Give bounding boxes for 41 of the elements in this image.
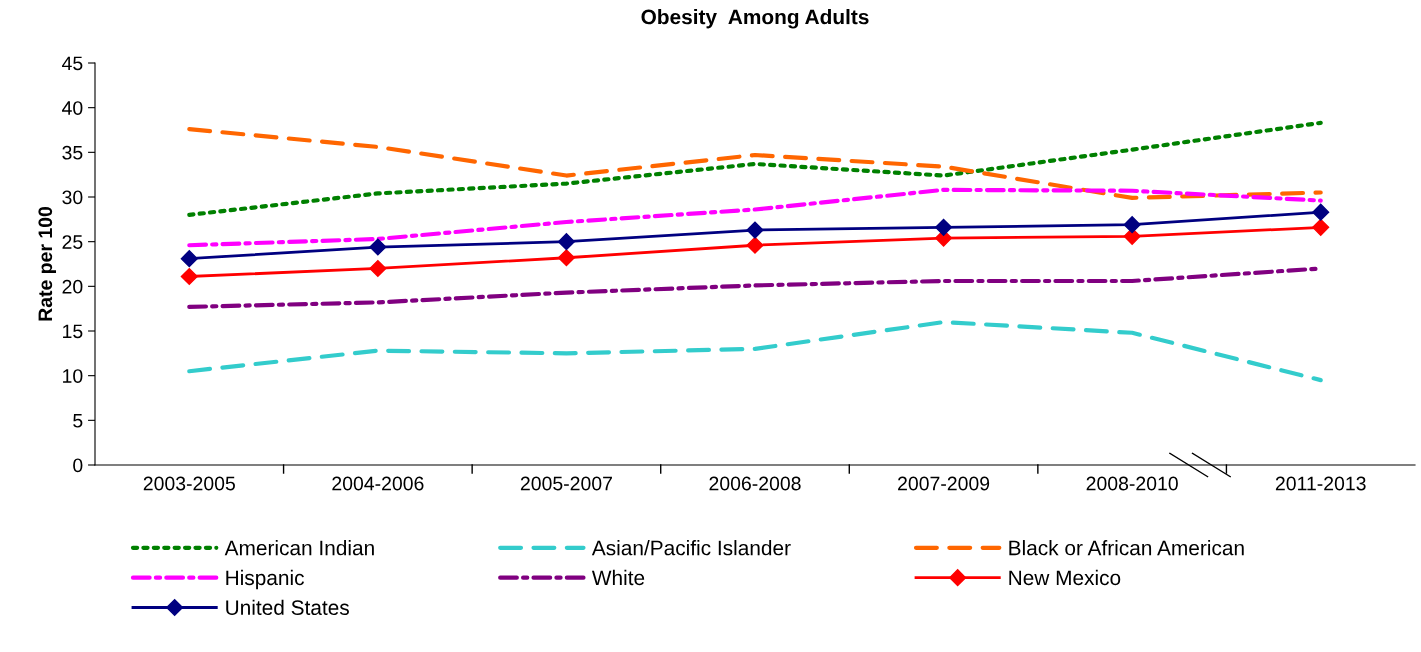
legend-label: New Mexico [1009, 569, 1121, 586]
legend-label: Asian/Pacific Islander [591, 540, 791, 556]
x-tick-label: 2007-2009 [898, 476, 990, 491]
y-tick-label: 0 [73, 458, 83, 473]
y-tick-label: 40 [62, 101, 83, 115]
y-tick-label: 15 [63, 324, 83, 339]
point [369, 259, 387, 278]
line-series [187, 120, 1323, 217]
y-tick-label: 10 [63, 369, 83, 383]
x-tick-label: 2006-2008 [709, 476, 801, 491]
legend-label: Black or African American [1009, 540, 1244, 556]
y-tick-label: 45 [62, 56, 83, 71]
y-tick-label: 5 [73, 414, 83, 428]
legend-label: American Indian [224, 540, 374, 556]
line-series [187, 319, 1323, 383]
point [1312, 203, 1330, 221]
legend-label: United States [226, 599, 349, 616]
y-tick-label: 35 [62, 145, 83, 160]
point [369, 238, 387, 256]
x-tick-label: 2003-2005 [143, 476, 235, 491]
point [180, 267, 198, 286]
legend-label: White [591, 569, 645, 586]
point [1312, 218, 1330, 236]
line-series [187, 127, 1323, 200]
point [1123, 216, 1141, 234]
point [935, 218, 953, 236]
point [746, 221, 764, 239]
point [180, 250, 198, 268]
x-tick-label: 2011-2013 [1275, 476, 1366, 491]
point [557, 233, 575, 251]
y-tick-label: 20 [62, 279, 83, 294]
chart-title: Obesity Among Adults [641, 9, 869, 29]
legend-label: Hispanic [226, 569, 304, 590]
y-tick-label: 30 [62, 190, 83, 205]
y-axis-title: Rate per 100 [38, 206, 57, 321]
point [746, 236, 764, 254]
x-tick-label: 2008-2010 [1086, 476, 1178, 491]
point [557, 249, 575, 267]
x-tick-label: 2005-2007 [520, 476, 612, 491]
x-tick-label: 2004-2006 [332, 476, 424, 491]
y-tick-label: 25 [62, 235, 83, 249]
